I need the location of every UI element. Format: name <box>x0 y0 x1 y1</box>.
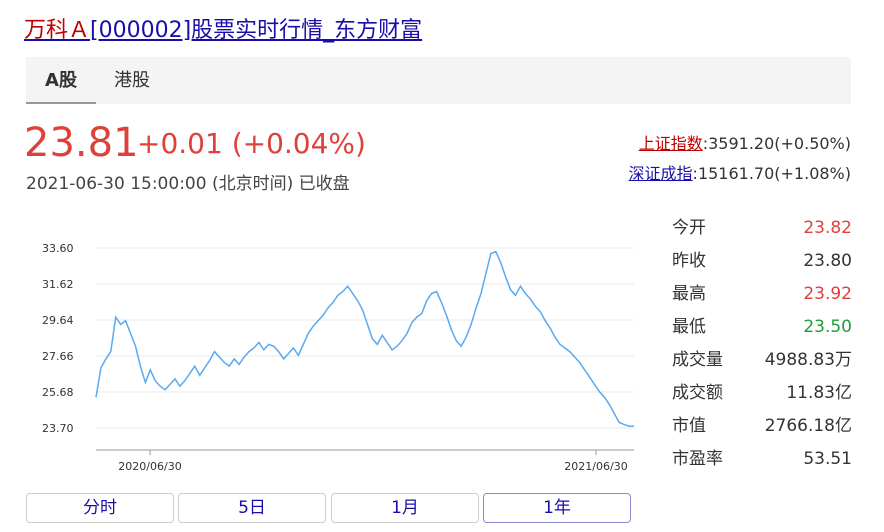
stat-row: 成交量 4988.83万 <box>672 344 852 377</box>
price-change: +0.01 (+0.04%) <box>137 127 366 160</box>
index-shanghai-link[interactable]: 上证指数 <box>638 134 703 153</box>
stat-row: 市盈率 53.51 <box>672 443 852 476</box>
x-tick-label: 2021/06/30 <box>564 460 627 473</box>
index-shenzhen-value: :15161.70(+1.08%) <box>692 164 851 183</box>
index-shenzhen: 深证成指:15161.70(+1.08%) <box>629 163 851 185</box>
stat-value: 11.83亿 <box>786 383 852 403</box>
stat-label: 市值 <box>672 416 706 436</box>
stat-row: 今开 23.82 <box>672 212 852 245</box>
stat-label: 昨收 <box>672 251 706 271</box>
index-shenzhen-link[interactable]: 深证成指 <box>628 164 693 183</box>
stat-label: 市盈率 <box>672 449 723 469</box>
title-rest[interactable]: [000002]股票实时行情_东方财富 <box>90 18 423 43</box>
stat-label: 成交额 <box>672 383 723 403</box>
stat-value: 23.80 <box>803 251 852 271</box>
period-button-5day[interactable]: 5日 <box>178 493 326 523</box>
stat-value: 23.50 <box>803 317 852 337</box>
quote-datetime: 2021-06-30 15:00:00 (北京时间) 已收盘 <box>26 174 350 194</box>
stock-name[interactable]: 万科Ａ <box>24 18 91 43</box>
y-tick-label: 23.70 <box>42 422 74 435</box>
x-tick-label: 2020/06/30 <box>118 460 181 473</box>
page-title-link[interactable]: 万科Ａ[000002]股票实时行情_东方财富 <box>24 14 422 48</box>
y-tick-label: 27.66 <box>42 350 74 363</box>
stat-label: 最高 <box>672 284 706 304</box>
stat-label: 今开 <box>672 218 706 238</box>
y-tick-label: 29.64 <box>42 314 74 327</box>
current-price: 23.81 <box>24 120 139 166</box>
stat-value: 2766.18亿 <box>764 416 852 436</box>
y-tick-label: 33.60 <box>42 242 74 255</box>
period-button-1month[interactable]: 1月 <box>331 493 479 523</box>
tab-a-share[interactable]: A股 <box>26 57 96 104</box>
stat-row: 昨收 23.80 <box>672 245 852 278</box>
price-chart: 33.60 31.62 29.64 27.66 25.68 23.70 2020/06/30… <box>42 242 635 473</box>
y-tick-label: 31.62 <box>42 278 74 291</box>
index-shanghai: 上证指数:3591.20(+0.50%) <box>639 133 851 155</box>
stat-row: 市值 2766.18亿 <box>672 410 852 443</box>
market-tabs: A股 港股 <box>26 57 851 104</box>
tab-hk-share[interactable]: 港股 <box>114 70 150 91</box>
stats-panel: 今开 23.82 昨收 23.80 最高 23.92 最低 23.50 成交量 4988.83万成… <box>672 212 852 476</box>
index-shanghai-value: :3591.20(+0.50%) <box>702 134 851 153</box>
period-button-intraday[interactable]: 分时 <box>26 493 174 523</box>
stat-row: 最高 23.92 <box>672 278 852 311</box>
stat-label: 最低 <box>672 317 706 337</box>
stat-label: 成交量 <box>672 350 723 370</box>
period-button-1year[interactable]: 1年 <box>483 493 631 523</box>
price-line-series <box>95 250 635 427</box>
stat-value: 23.92 <box>803 284 852 304</box>
stat-value: 53.51 <box>803 449 852 469</box>
stat-row: 最低 23.50 <box>672 311 852 344</box>
stat-value: 4988.83万 <box>764 350 852 370</box>
period-selector: 分时 5日 1月 1年 <box>26 493 631 523</box>
stat-value: 23.82 <box>803 218 852 238</box>
stat-row: 成交额 11.83亿 <box>672 377 852 410</box>
y-tick-label: 25.68 <box>42 386 74 399</box>
